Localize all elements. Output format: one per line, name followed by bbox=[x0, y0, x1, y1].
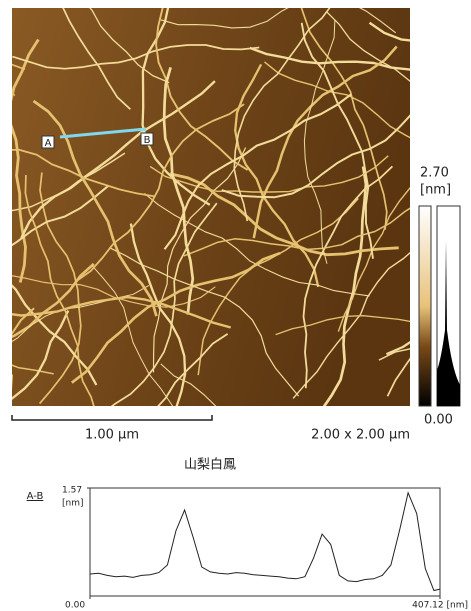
y-tick-label: 1.57 bbox=[62, 486, 82, 496]
profile-curve bbox=[90, 493, 440, 591]
marker-b: B bbox=[144, 135, 151, 146]
height-max: 2.70 bbox=[420, 166, 449, 181]
color-bar bbox=[419, 206, 431, 406]
caption: 山梨白鳳 bbox=[184, 457, 236, 473]
figure: A B 2.70 [nm] 0.00 1.00 µm 2.00 x 2.00 µ… bbox=[0, 0, 471, 611]
x-tick-label: 407.12 [nm] bbox=[412, 601, 468, 611]
x-tick-label: 0.00 bbox=[65, 601, 85, 611]
y-unit: [nm] bbox=[62, 499, 84, 509]
scale-bar-label: 1.00 µm bbox=[85, 428, 139, 443]
height-min: 0.00 bbox=[424, 413, 453, 428]
marker-a: A bbox=[45, 138, 52, 149]
fiber bbox=[0, 375, 12, 591]
height-unit: [nm] bbox=[420, 183, 451, 198]
profile-title: A-B bbox=[27, 491, 44, 502]
scale-bar bbox=[12, 415, 212, 420]
scan-size: 2.00 x 2.00 µm bbox=[311, 428, 410, 443]
plot-frame bbox=[90, 488, 440, 596]
